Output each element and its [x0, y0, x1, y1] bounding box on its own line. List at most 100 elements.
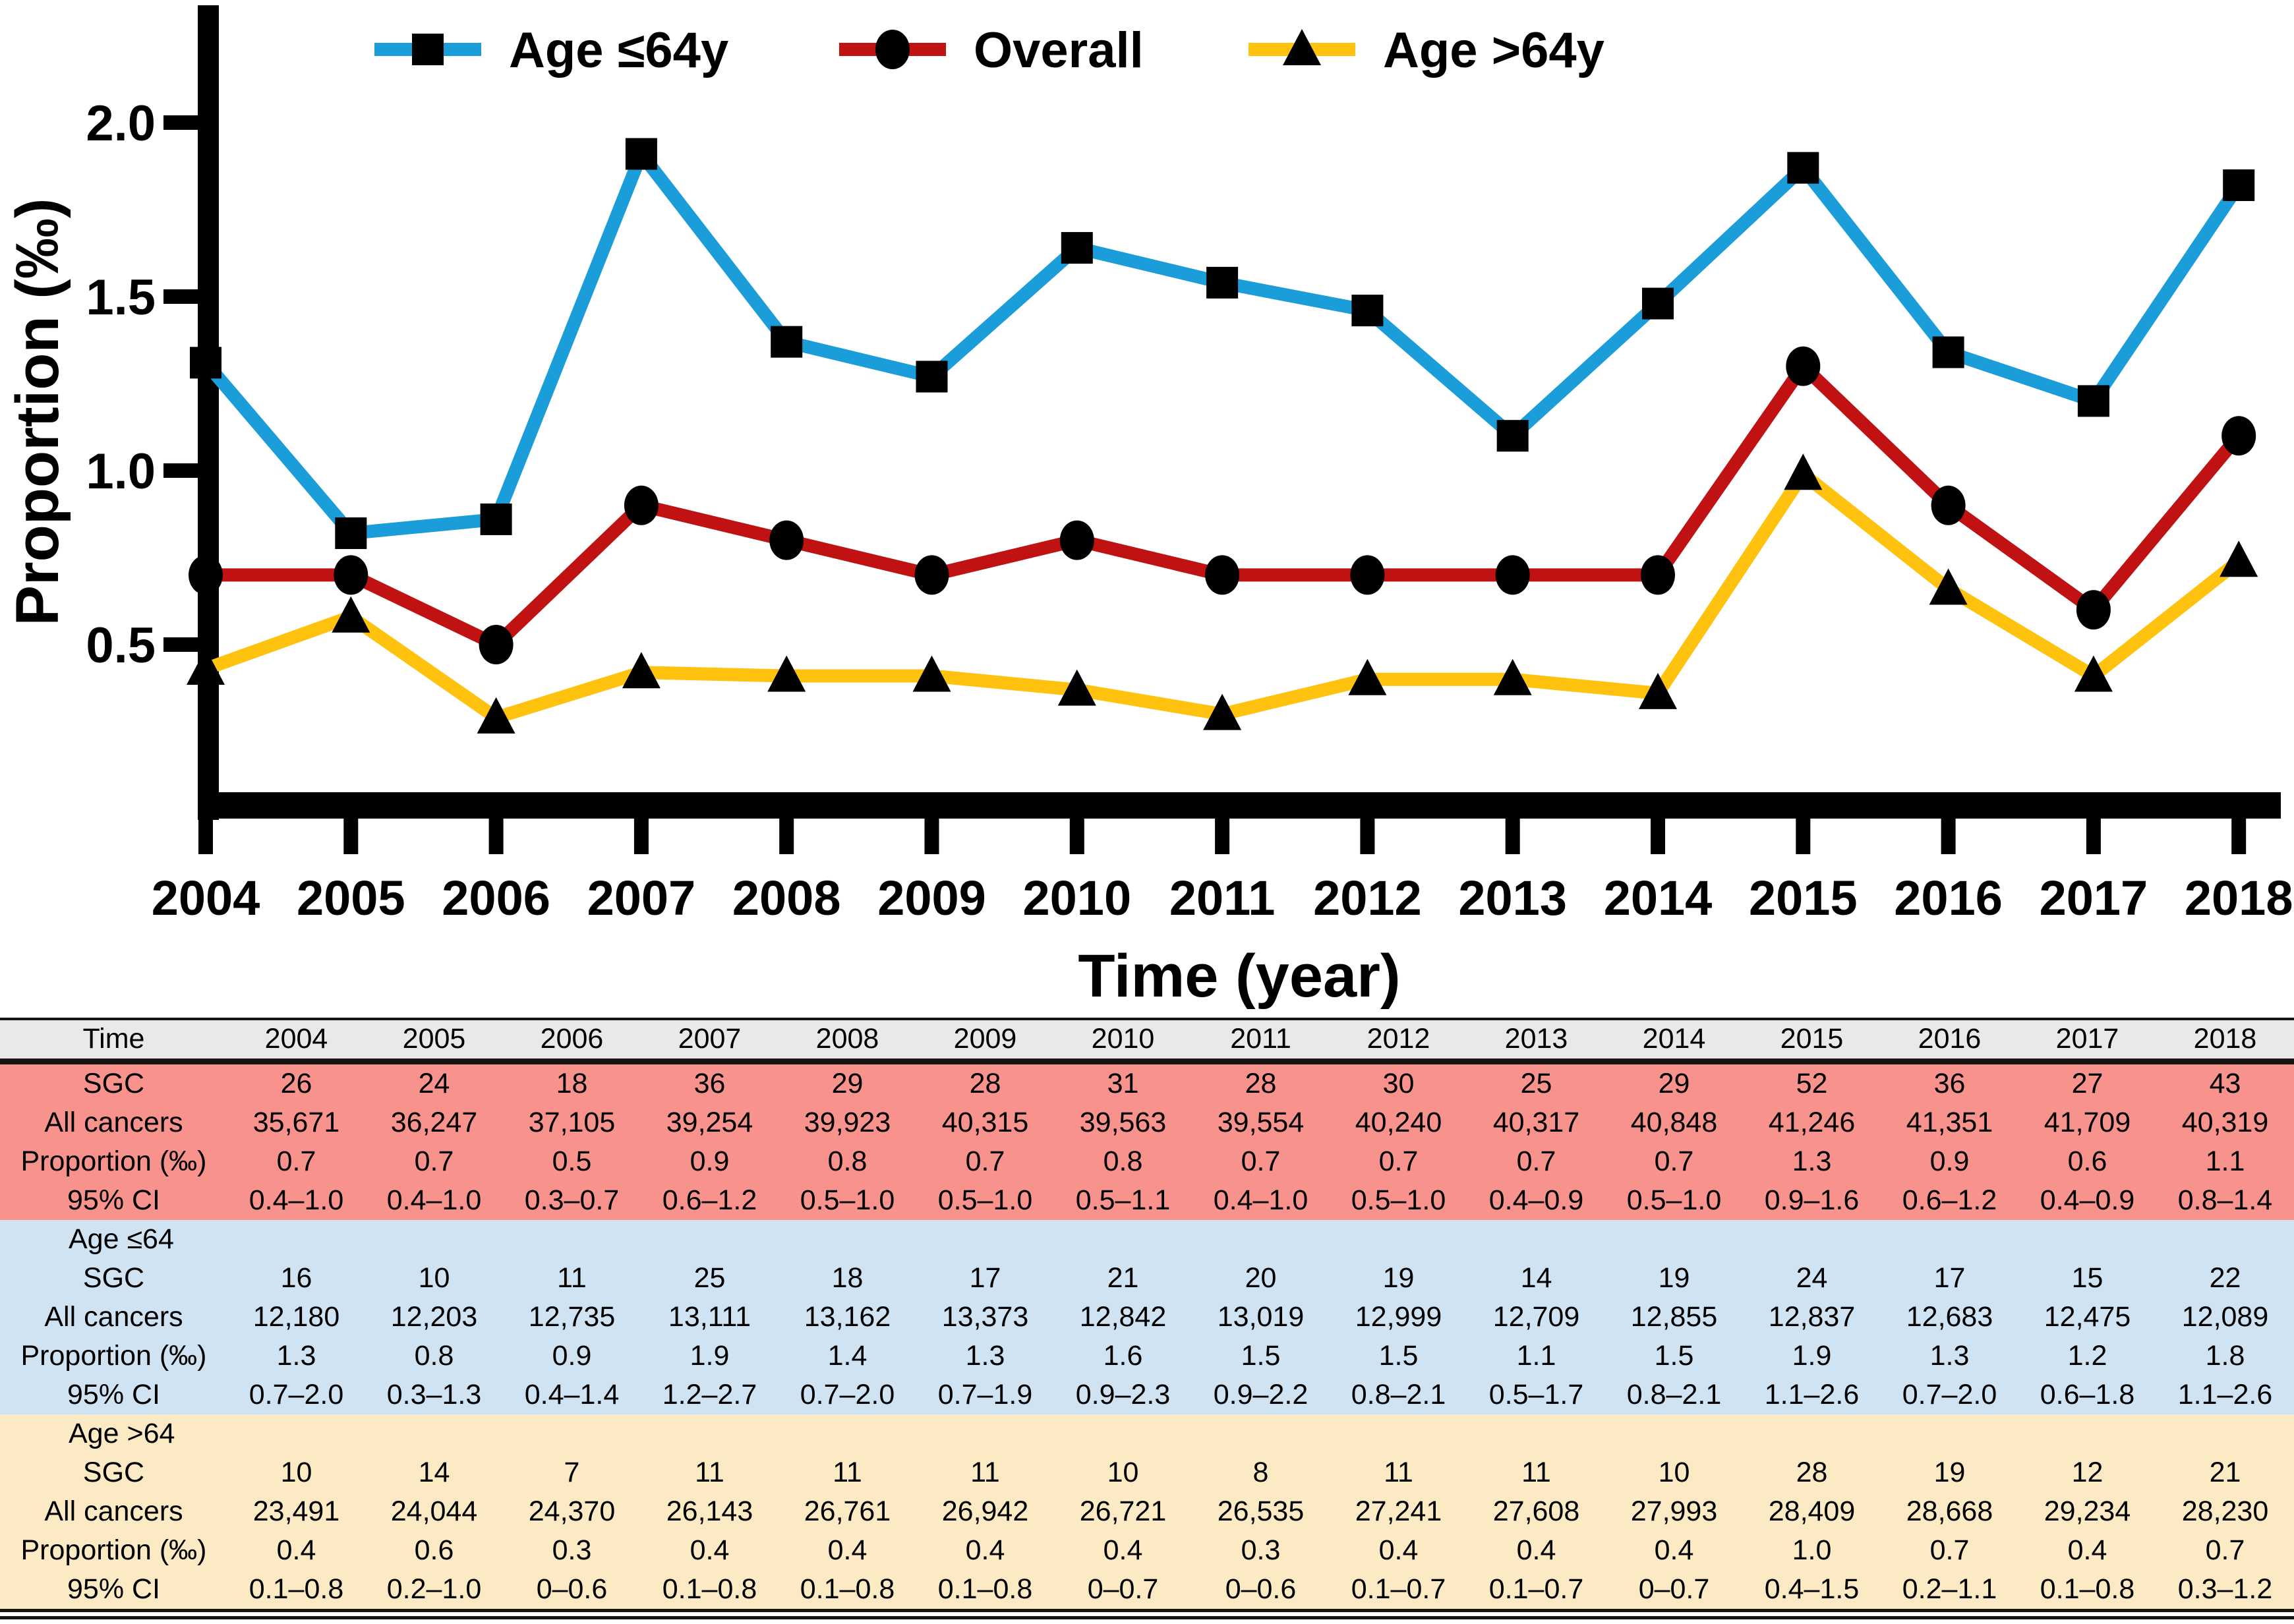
data-point-square — [1642, 287, 1674, 320]
table-cell: 13,019 — [1217, 1300, 1305, 1333]
table-cell: 0.6–1.2 — [1902, 1184, 1997, 1216]
table-cell: 0.4 — [690, 1534, 730, 1566]
table-cell: 25 — [1520, 1067, 1552, 1099]
table-cell: 12,999 — [1355, 1300, 1442, 1333]
data-point-square — [771, 326, 803, 358]
y-axis-tick — [163, 637, 199, 652]
table-cell: 0.6–1.2 — [662, 1184, 757, 1216]
table-cell: 0.3–0.7 — [524, 1184, 620, 1216]
table-cell: 39,254 — [666, 1106, 753, 1138]
row-label: SGC — [82, 1456, 145, 1488]
table-cell: 27 — [2071, 1067, 2103, 1099]
table-cell: 0.7 — [1378, 1145, 1419, 1177]
table-cell: 14 — [418, 1456, 450, 1488]
header-year: 2016 — [1881, 1019, 2018, 1064]
table-cell: 1.1–2.6 — [1764, 1378, 1860, 1410]
table-cell: 1.2–2.7 — [662, 1378, 757, 1410]
table-cell: 0.1–0.8 — [2040, 1573, 2135, 1605]
x-axis-tick — [1505, 819, 1520, 854]
table-cell: 27,241 — [1355, 1495, 1442, 1527]
x-axis-tick-label: 2017 — [2040, 871, 2148, 925]
table-cell: 0.1–0.8 — [800, 1573, 895, 1605]
table-cell: 41,246 — [1768, 1106, 1856, 1138]
table-cell: 27,608 — [1492, 1495, 1580, 1527]
table-cell: 14 — [1520, 1262, 1552, 1294]
table-cell: 0.1–0.7 — [1488, 1573, 1584, 1605]
x-axis-tick-label: 2013 — [1458, 871, 1567, 925]
data-point-triangle — [912, 655, 951, 692]
data-point-triangle — [1929, 568, 1968, 605]
table-cell: 0.4–1.0 — [386, 1184, 482, 1216]
header-time-label: Time — [0, 1019, 227, 1064]
x-axis-tick-label: 2006 — [442, 871, 550, 925]
header-year: 2015 — [1743, 1019, 1881, 1064]
table-cell: 1.1 — [1516, 1339, 1556, 1372]
table-cell: 0.5–1.0 — [1626, 1184, 1722, 1216]
table-cell: 8 — [1252, 1456, 1269, 1488]
table-cell: 0.4–0.9 — [1488, 1184, 1584, 1216]
data-point-circle — [334, 555, 368, 595]
data-point-square — [335, 517, 367, 550]
row-label: All cancers — [44, 1300, 183, 1333]
data-point-circle — [914, 555, 949, 595]
table-row: Proportion (‰) 0.4 0.6 0.3 0.4 0.4 0.4 0.4 0.3 0.… — [0, 1531, 2294, 1570]
table-cell: 0.4 — [1378, 1534, 1419, 1566]
table-cell: 11 — [557, 1262, 587, 1294]
table-cell: 19 — [1382, 1262, 1415, 1294]
table-cell: 1.4 — [827, 1339, 868, 1372]
table-cell: 12,709 — [1492, 1300, 1580, 1333]
table-cell: 0.5–1.1 — [1075, 1184, 1171, 1216]
table-cell: 12,735 — [528, 1300, 616, 1333]
data-point-circle — [1495, 555, 1530, 595]
row-label: All cancers — [44, 1495, 183, 1527]
table-cell: 0.7 — [276, 1145, 316, 1177]
y-axis-line — [198, 5, 219, 820]
table-cell: 26,942 — [941, 1495, 1029, 1527]
y-axis-tick-label: 2.0 — [86, 96, 156, 152]
data-point-triangle — [477, 697, 515, 734]
header-year: 2009 — [916, 1019, 1054, 1064]
row-label: 95% CI — [67, 1184, 160, 1216]
data-point-triangle — [1203, 693, 1242, 730]
row-label: Proportion (‰) — [20, 1145, 207, 1177]
table-cell: 0.7–2.0 — [800, 1378, 895, 1410]
table-cell: 12,683 — [1906, 1300, 1993, 1333]
table-cell: 24,044 — [390, 1495, 478, 1527]
table-cell: 1.1 — [2205, 1145, 2245, 1177]
legend-marker-triangle — [1283, 29, 1321, 65]
data-point-triangle — [1639, 672, 1677, 709]
table-cell: 0.8–1.4 — [2177, 1184, 2273, 1216]
table-row: All cancers 23,491 24,044 24,370 26,143 26,76… — [0, 1492, 2294, 1531]
table-cell: 19 — [1658, 1262, 1690, 1294]
data-point-square — [1206, 266, 1239, 299]
data-point-triangle — [332, 596, 370, 633]
data-point-triangle — [1493, 658, 1532, 695]
data-point-square — [480, 503, 512, 535]
table-cell: 0.9 — [690, 1145, 730, 1177]
data-point-square — [1496, 420, 1529, 452]
x-axis-tick-label: 2008 — [732, 871, 841, 925]
table-cell: 27,993 — [1630, 1495, 1718, 1527]
data-point-square — [190, 347, 221, 379]
table-cell: 0.4 — [827, 1534, 868, 1566]
table-cell: 0.5 — [552, 1145, 592, 1177]
row-label: SGC — [82, 1067, 145, 1099]
table-cell: 13,373 — [941, 1300, 1029, 1333]
table-cell: 0.4–1.5 — [1764, 1573, 1860, 1605]
x-axis-tick-label: 2016 — [1894, 871, 2003, 925]
x-axis-tick — [1941, 819, 1956, 854]
table-cell: 39,563 — [1079, 1106, 1167, 1138]
table-cell: 15 — [2071, 1262, 2103, 1294]
table-cell: 18 — [556, 1067, 588, 1099]
x-axis-tick — [1651, 819, 1665, 854]
data-point-triangle — [187, 648, 225, 685]
table-cell: 0.4–1.0 — [1213, 1184, 1309, 1216]
table-cell: 43 — [2209, 1067, 2241, 1099]
table-row: SGC 10 14 7 11 11 11 10 8 11 11 10 28 19 12 21 — [0, 1453, 2294, 1492]
x-axis-tick-label: 2014 — [1604, 871, 1713, 925]
data-point-square — [1787, 152, 1819, 184]
header-year: 2014 — [1605, 1019, 1743, 1064]
table-cell: 26 — [280, 1067, 312, 1099]
table-cell: 26,761 — [804, 1495, 891, 1527]
